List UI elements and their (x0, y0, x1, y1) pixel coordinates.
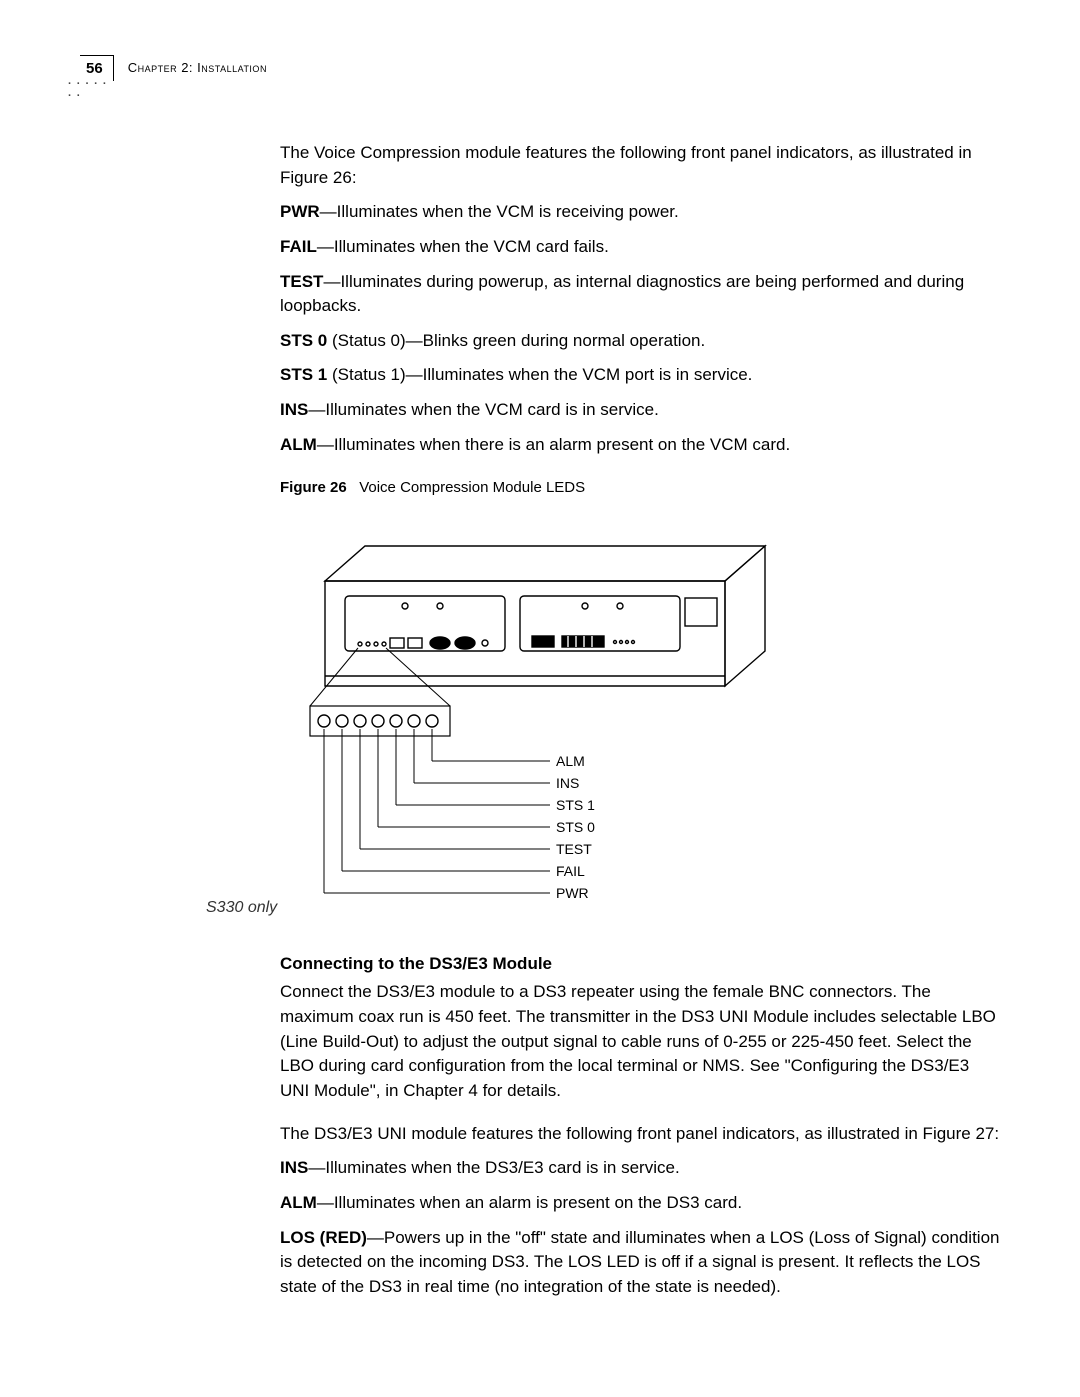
indicator-item: INS—Illuminates when the DS3/E3 card is … (280, 1156, 1000, 1181)
ds3-paragraph-1: Connect the DS3/E3 module to a DS3 repea… (280, 980, 1000, 1103)
indicator-item: FAIL—Illuminates when the VCM card fails… (280, 235, 1000, 260)
indicator-description: —Illuminates when there is an alarm pres… (317, 435, 790, 454)
indicator-item: ALM—Illuminates when an alarm is present… (280, 1191, 1000, 1216)
figure-caption: Figure 26 Voice Compression Module LEDS (280, 479, 1000, 496)
indicator-item: PWR—Illuminates when the VCM is receivin… (280, 200, 1000, 225)
indicator-description: —Illuminates when an alarm is present on… (317, 1193, 742, 1212)
indicator-description: —Powers up in the "off" state and illumi… (280, 1228, 1000, 1296)
indicator-item: LOS (RED)—Powers up in the "off" state a… (280, 1226, 1000, 1300)
figure-caption-text: Voice Compression Module LEDS (359, 479, 585, 496)
section-heading: Connecting to the DS3/E3 Module (280, 954, 1000, 974)
led-label: STS 1 (556, 797, 595, 813)
indicator-name: ALM (280, 1193, 317, 1212)
margin-note: S330 only (206, 899, 277, 917)
chapter-label: Chapter 2: Installation (128, 55, 267, 75)
indicator-description: (Status 1)—Illuminates when the VCM port… (327, 365, 752, 384)
page-number-box: 56 · · · · · · · (80, 55, 114, 81)
header-dots: · · · · · · · (68, 78, 113, 102)
vcm-leds-diagram: ALM INS STS 1 STS 0 TEST FAIL PWR (290, 516, 790, 926)
led-label: ALM (556, 753, 585, 769)
indicator-name: LOS (RED) (280, 1228, 367, 1247)
led-label: INS (556, 775, 579, 791)
led-label: PWR (556, 885, 589, 901)
indicator-name: INS (280, 400, 308, 419)
indicator-name: ALM (280, 435, 317, 454)
figure-label: Figure 26 (280, 479, 347, 496)
indicator-description: —Illuminates when the VCM card fails. (317, 237, 609, 256)
indicator-item: STS 0 (Status 0)—Blinks green during nor… (280, 329, 1000, 354)
vcm-indicator-list: PWR—Illuminates when the VCM is receivin… (280, 200, 1000, 457)
indicator-description: —Illuminates during powerup, as internal… (280, 272, 964, 316)
led-label: STS 0 (556, 819, 595, 835)
indicator-description: —Illuminates when the VCM is receiving p… (320, 202, 679, 221)
ds3-indicator-list: INS—Illuminates when the DS3/E3 card is … (280, 1156, 1000, 1299)
led-label: FAIL (556, 863, 585, 879)
figure-diagram: ALM INS STS 1 STS 0 TEST FAIL PWR (280, 516, 1000, 926)
page-number: 56 (86, 60, 103, 77)
indicator-name: STS 0 (280, 331, 327, 350)
ds3-content: Connect the DS3/E3 module to a DS3 repea… (280, 980, 1000, 1299)
indicator-item: INS—Illuminates when the VCM card is in … (280, 398, 1000, 423)
indicator-item: ALM—Illuminates when there is an alarm p… (280, 433, 1000, 458)
indicator-description: —Illuminates when the VCM card is in ser… (308, 400, 659, 419)
indicator-item: TEST—Illuminates during powerup, as inte… (280, 270, 1000, 319)
indicator-name: TEST (280, 272, 323, 291)
indicator-name: PWR (280, 202, 320, 221)
ds3-paragraph-2: The DS3/E3 UNI module features the follo… (280, 1122, 1000, 1147)
indicator-description: (Status 0)—Blinks green during normal op… (327, 331, 705, 350)
indicator-name: STS 1 (280, 365, 327, 384)
main-content: The Voice Compression module features th… (280, 141, 1000, 974)
intro-paragraph: The Voice Compression module features th… (280, 141, 1000, 190)
led-label: TEST (556, 841, 592, 857)
indicator-name: FAIL (280, 237, 317, 256)
page-header: 56 · · · · · · · Chapter 2: Installation (80, 55, 1000, 81)
indicator-name: INS (280, 1158, 308, 1177)
indicator-item: STS 1 (Status 1)—Illuminates when the VC… (280, 363, 1000, 388)
indicator-description: —Illuminates when the DS3/E3 card is in … (308, 1158, 679, 1177)
